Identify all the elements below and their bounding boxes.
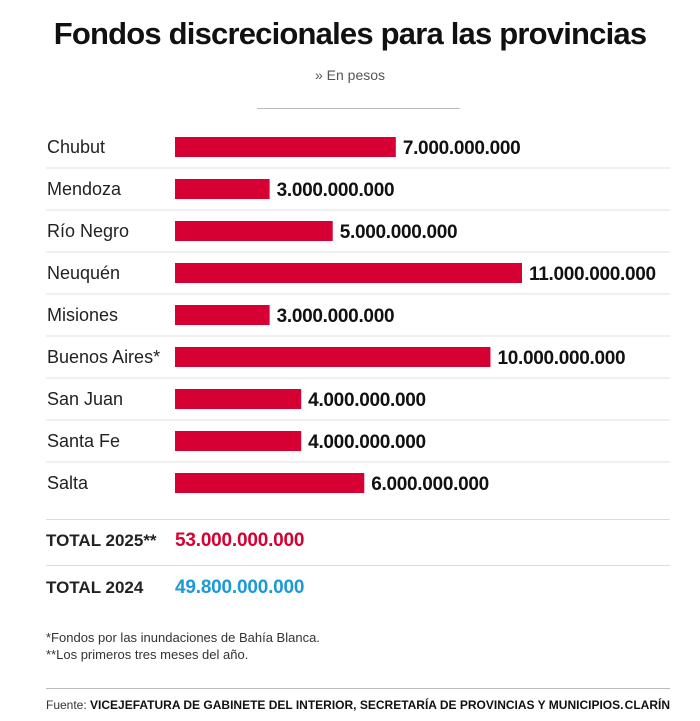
chart-subtitle: » En pesos <box>314 67 386 83</box>
category-label-salta: Salta <box>47 473 89 493</box>
brand-logo: CLARÍN <box>624 698 670 712</box>
value-label-chubut: 7.000.000.000 <box>403 138 521 159</box>
totals-divider-top <box>46 519 670 520</box>
value-label-rio-negro: 5.000.000.000 <box>340 222 458 243</box>
bar-misiones <box>175 305 270 325</box>
total-2025-row: TOTAL 2025** 53.000.000.000 <box>46 530 670 552</box>
bar-santa-fe <box>175 431 302 451</box>
category-label-santa-fe: Santa Fe <box>47 431 120 451</box>
footnote-periodo: **Los primeros tres meses del año. <box>46 647 249 662</box>
value-label-san-juan: 4.000.000.000 <box>308 390 426 411</box>
chart-title: Fondos discrecionales para las provincia… <box>53 16 647 51</box>
bar-chubut <box>175 137 396 157</box>
total-2025-value: 53.000.000.000 <box>175 530 305 551</box>
title-divider <box>257 108 460 109</box>
value-label-santa-fe: 4.000.000.000 <box>308 432 426 453</box>
source-footer: Fuente: VICEJEFATURA DE GABINETE DEL INT… <box>46 698 670 712</box>
bar-buenos-aires <box>175 347 491 367</box>
category-label-misiones: Misiones <box>47 305 118 325</box>
bar-mendoza <box>175 179 270 199</box>
bar-san-juan <box>175 389 302 409</box>
category-label-san-juan: San Juan <box>47 389 123 409</box>
value-label-misiones: 3.000.000.000 <box>277 306 395 327</box>
footer-divider <box>46 688 670 689</box>
category-label-buenos-aires: Buenos Aires* <box>47 347 160 367</box>
value-label-mendoza: 3.000.000.000 <box>277 180 395 201</box>
bar-salta <box>175 473 365 493</box>
bar-chart: Chubut 7.000.000.000 Mendoza 3.000.000.000 R… <box>46 137 670 495</box>
bar-neuquen <box>175 263 522 283</box>
category-label-chubut: Chubut <box>47 137 105 157</box>
bar-rio-negro <box>175 221 333 241</box>
source-label: Fuente: <box>46 698 87 712</box>
totals-divider-middle <box>46 565 670 566</box>
total-2024-row: TOTAL 2024 49.800.000.000 <box>46 577 670 599</box>
total-2024-label: TOTAL 2024 <box>46 578 144 597</box>
category-label-mendoza: Mendoza <box>47 179 122 199</box>
total-2025-label: TOTAL 2025** <box>46 531 157 550</box>
value-label-salta: 6.000.000.000 <box>371 474 489 495</box>
footnote-inundaciones: *Fondos por las inundaciones de Bahía Bl… <box>46 630 320 645</box>
source-text: VICEJEFATURA DE GABINETE DEL INTERIOR, S… <box>90 698 624 712</box>
category-label-rio-negro: Río Negro <box>47 221 129 241</box>
value-label-buenos-aires: 10.000.000.000 <box>497 348 625 369</box>
value-label-neuquen: 11.000.000.000 <box>529 264 656 285</box>
total-2024-value: 49.800.000.000 <box>175 577 305 598</box>
category-label-neuquen: Neuquén <box>47 263 120 283</box>
